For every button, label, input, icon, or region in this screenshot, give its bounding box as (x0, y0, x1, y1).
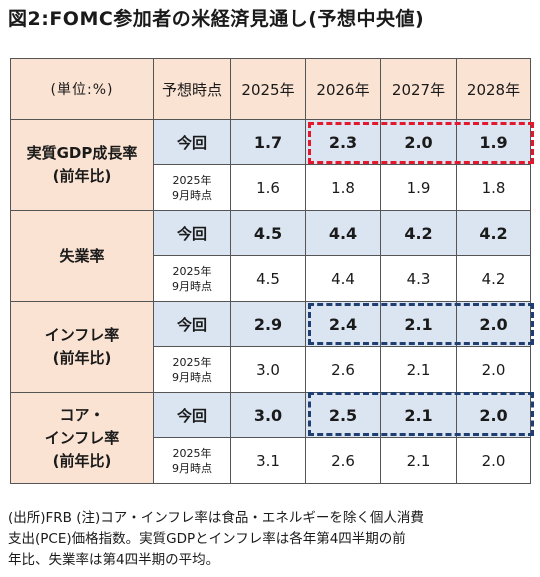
previous-value-cell: 4.3 (380, 255, 457, 302)
previous-value-cell: 4.4 (305, 255, 381, 302)
current-value-cell: 1.7 (230, 119, 306, 165)
current-value-cell: 2.1 (380, 392, 457, 438)
current-value-cell: 4.2 (380, 210, 457, 256)
current-label-cell: 今回 (153, 210, 231, 256)
current-value-cell: 2.3 (305, 119, 381, 165)
current-value-cell: 4.5 (230, 210, 306, 256)
indicator-label-line: インフレ率 (44, 326, 120, 344)
unit-header: (単位:%) (10, 58, 154, 120)
previous-value-cell: 2.0 (456, 346, 531, 393)
current-value-cell: 1.9 (456, 119, 531, 165)
note-line: 年比、失業率は第4四半期の平均。 (8, 552, 220, 568)
previous-value-cell: 1.6 (230, 164, 306, 211)
current-value-cell: 4.2 (456, 210, 531, 256)
year-header-2026: 2026年 (305, 58, 381, 120)
previous-value-cell: 2.1 (380, 346, 457, 393)
current-value-cell: 3.0 (230, 392, 306, 438)
timing-header: 予想時点 (153, 58, 231, 120)
indicator-label: コア・インフレ率 (前年比) (10, 392, 154, 484)
previous-label-line: 9月時点 (172, 370, 212, 384)
current-label-cell: 今回 (153, 392, 231, 438)
indicator-label-line: インフレ率 (44, 428, 120, 447)
current-forecast-row: コア・インフレ率 (前年比) 今回 3.0 2.5 2.1 2.0 (10, 392, 531, 484)
current-label-cell: 今回 (153, 119, 231, 165)
current-forecast-row: 実質GDP成長率 (前年比) 今回 1.7 2.3 2.0 1.9 (10, 119, 531, 211)
header-row: (単位:%) 予想時点 2025年 2026年 2027年 2028年 (10, 58, 531, 120)
current-value-cell: 2.0 (456, 392, 531, 438)
previous-label-cell: 2025年 9月時点 (153, 346, 231, 393)
previous-value-cell: 4.5 (230, 255, 306, 302)
note-line: 支出(PCE)価格指数。実質GDPとインフレ率は各年第4四半期の前 (8, 531, 406, 547)
previous-label-line: 2025年 (172, 173, 212, 187)
year-header-2025: 2025年 (230, 58, 306, 120)
previous-label-line: 2025年 (172, 446, 212, 460)
indicator-label: 失業率 (10, 210, 154, 302)
previous-value-cell: 4.2 (456, 255, 531, 302)
indicator-label-line: コア・ (59, 405, 105, 424)
current-label-cell: 今回 (153, 301, 231, 347)
forecast-table: (単位:%) 予想時点 2025年 2026年 2027年 2028年 実質GD… (10, 58, 531, 484)
previous-forecast-row: 2025年 9月時点 3.0 2.6 2.1 2.0 (11, 346, 531, 393)
indicator-label: インフレ率 (前年比) (10, 301, 154, 393)
indicator-label-line: (前年比) (52, 451, 112, 470)
current-forecast-row: インフレ率 (前年比) 今回 2.9 2.4 2.1 2.0 (10, 301, 531, 393)
current-forecast-row: 失業率 今回 4.5 4.4 4.2 4.2 (10, 210, 531, 302)
current-value-cell: 2.1 (380, 301, 457, 347)
source-note: (出所)FRB (注)コア・インフレ率は食品・エネルギーを除く個人消費 支出(P… (8, 508, 534, 571)
indicator-label-line: 失業率 (59, 246, 105, 265)
previous-forecast-row: 2025年 9月時点 3.1 2.6 2.1 2.0 (11, 437, 531, 484)
previous-value-cell: 1.9 (380, 164, 457, 211)
previous-label-line: 9月時点 (172, 188, 212, 202)
year-header-2028: 2028年 (456, 58, 531, 120)
previous-value-cell: 1.8 (305, 164, 381, 211)
previous-value-cell: 2.6 (305, 346, 381, 393)
current-value-cell: 2.4 (305, 301, 381, 347)
previous-label-line: 2025年 (172, 264, 212, 278)
current-value-cell: 2.9 (230, 301, 306, 347)
previous-value-cell: 2.0 (456, 437, 531, 484)
previous-label-cell: 2025年 9月時点 (153, 437, 231, 484)
note-line: (出所)FRB (注)コア・インフレ率は食品・エネルギーを除く個人消費 (8, 510, 424, 526)
indicator-label-line: (前年比) (52, 167, 112, 185)
previous-forecast-row: 2025年 9月時点 1.6 1.8 1.9 1.8 (11, 164, 531, 211)
page-title: 図2:FOMC参加者の米経済見通し(予想中央値) (8, 8, 425, 30)
current-value-cell: 2.0 (456, 301, 531, 347)
indicator-label-line: (前年比) (52, 349, 112, 367)
indicator-label: 実質GDP成長率 (前年比) (10, 119, 154, 211)
current-value-cell: 2.0 (380, 119, 457, 165)
current-value-cell: 2.5 (305, 392, 381, 438)
previous-label-line: 9月時点 (172, 461, 212, 475)
indicator-label-line: 実質GDP成長率 (26, 144, 138, 162)
previous-value-cell: 2.6 (305, 437, 381, 484)
year-header-2027: 2027年 (380, 58, 457, 120)
previous-value-cell: 1.8 (456, 164, 531, 211)
previous-value-cell: 2.1 (380, 437, 457, 484)
previous-value-cell: 3.1 (230, 437, 306, 484)
previous-label-line: 2025年 (172, 355, 212, 369)
previous-label-line: 9月時点 (172, 279, 212, 293)
previous-forecast-row: 2025年 9月時点 4.5 4.4 4.3 4.2 (11, 255, 531, 302)
previous-label-cell: 2025年 9月時点 (153, 255, 231, 302)
previous-value-cell: 3.0 (230, 346, 306, 393)
previous-label-cell: 2025年 9月時点 (153, 164, 231, 211)
current-value-cell: 4.4 (305, 210, 381, 256)
